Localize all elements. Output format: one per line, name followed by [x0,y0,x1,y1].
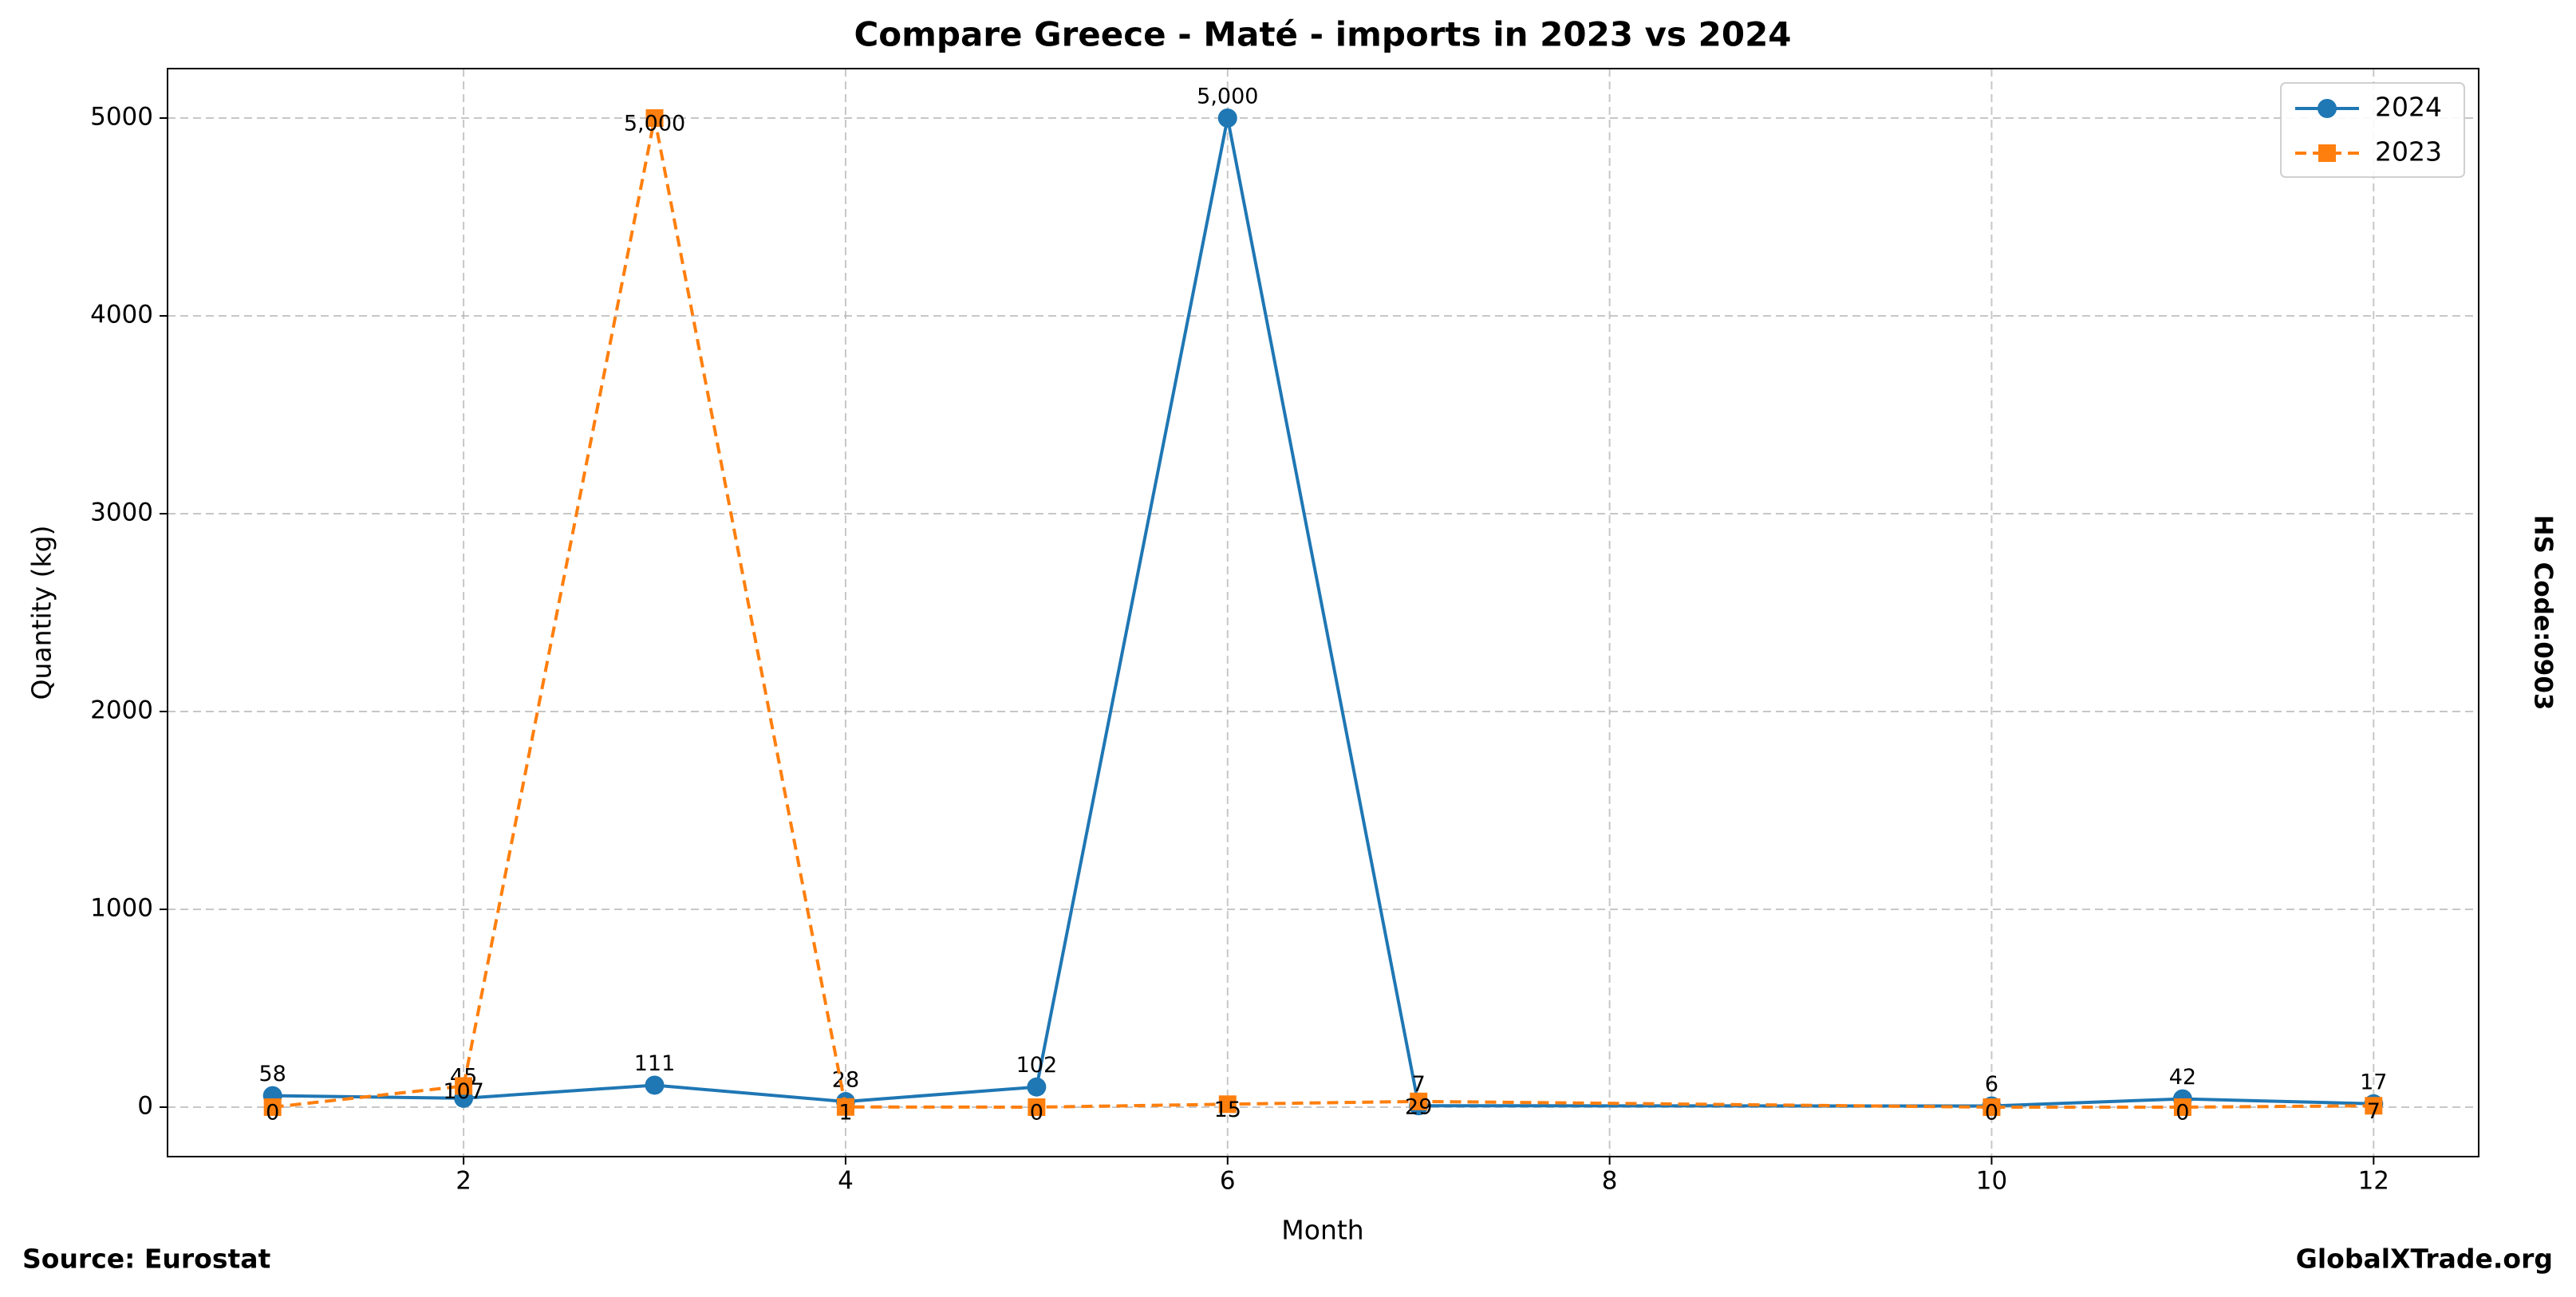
marker [1028,1098,1046,1116]
marker [455,1077,473,1095]
x-tick-label: 2 [456,1167,471,1196]
source: Source: Eurostat [22,1244,271,1275]
marker [645,1075,665,1095]
x-tick-label: 8 [1602,1167,1618,1196]
marker [1027,1077,1047,1097]
data-label: 42 [2169,1065,2196,1090]
data-label: 7 [2367,1099,2381,1124]
data-label: 15 [1214,1098,1241,1122]
data-label: 58 [259,1062,286,1086]
chart-title: Compare Greece - Maté - imports in 2023 … [854,15,1791,54]
marker [2318,144,2336,162]
x-tick-label: 12 [2358,1167,2389,1196]
y-tick-label: 4000 [90,301,153,329]
x-tick-label: 4 [838,1167,854,1196]
data-label: 0 [1985,1101,1998,1126]
marker [1218,1095,1237,1114]
y-tick-label: 3000 [90,499,153,527]
data-label: 28 [832,1068,859,1093]
series-line [272,117,2374,1108]
data-label: 102 [1016,1053,1058,1078]
marker [263,1098,282,1116]
legend: 2024 2023 [2280,82,2465,178]
marker [1410,1092,1428,1110]
series-line [272,117,2374,1110]
data-label: 0 [2176,1101,2189,1126]
marker [2365,1097,2383,1115]
y-tick-label: 2000 [90,696,153,725]
marker [836,1098,854,1116]
data-label: 107 [443,1079,484,1104]
plot-frame [167,68,2479,1157]
legend-label: 2023 [2375,136,2442,168]
data-label: 29 [1405,1094,1432,1119]
marker [645,109,664,127]
y-tick-label: 1000 [90,894,153,923]
data-label: 5,000 [1197,85,1258,109]
data-label: 7 [1412,1072,1426,1097]
data-label: 1 [838,1100,852,1125]
data-label: 111 [634,1051,676,1076]
y-tick-label: 5000 [90,103,153,132]
data-label: 5,000 [624,112,685,136]
y-tick-label: 0 [137,1092,153,1121]
watermark: GlobalXTrade.org [2296,1244,2553,1275]
data-label: 0 [266,1101,279,1126]
marker [1217,108,1237,128]
data-label: 6 [1985,1072,1998,1097]
marker [2318,99,2337,118]
y-axis-label: Quantity (kg) [26,526,57,700]
marker [2173,1098,2191,1116]
legend-label: 2024 [2375,92,2442,123]
x-tick-label: 10 [1976,1167,2007,1196]
hs-code: HS Code:0903 [2529,514,2558,710]
data-label: 0 [1030,1101,1043,1126]
data-label: 17 [2360,1070,2387,1094]
marker [1982,1098,2001,1116]
x-axis-label: Month [1281,1215,1363,1246]
x-tick-label: 6 [1220,1167,1236,1196]
